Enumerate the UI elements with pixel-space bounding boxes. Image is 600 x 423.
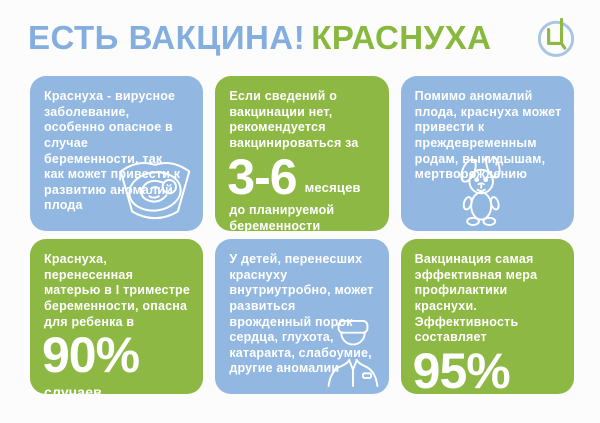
card-congenital-defects: У детей, перенесших краснуху внутриутроб…	[215, 239, 389, 394]
card-vaccine-effectiveness: Вакцинация самая эффективная мера профил…	[400, 239, 574, 394]
card-first-trimester-risk: Краснуха, перенесенная матерью в I триме…	[30, 239, 204, 394]
card-text: Краснуха - вирусное заболевание, особенн…	[44, 89, 181, 213]
card-text: Вакцинация самая эффективная мера профил…	[414, 252, 538, 345]
big-number: 3-6	[227, 148, 297, 205]
card-text: У детей, перенесших краснуху внутриутроб…	[229, 252, 374, 376]
title-disease-text: КРАСНУХА	[311, 18, 492, 56]
card-text-after: до планируемой беременности	[229, 203, 335, 231]
big-number-row: 95%	[412, 342, 562, 394]
card-text: Если сведений о вакцинации нет, рекоменд…	[229, 89, 359, 150]
big-number: 90%	[42, 327, 140, 384]
header: ЕСТЬ ВАКЦИНА! КРАСНУХА	[28, 0, 580, 74]
card-pregnancy-risks: Помимо аномалий плода, краснуха может пр…	[400, 76, 574, 231]
bunny-toy-icon	[454, 156, 512, 227]
big-number-suffix: месяцев	[304, 180, 361, 195]
big-number-row: 3-6 месяцев	[227, 148, 376, 205]
card-text-after: случаев	[44, 383, 102, 394]
big-number: 95%	[412, 342, 511, 394]
org-logo-icon	[532, 13, 580, 61]
page-title: ЕСТЬ ВАКЦИНА! КРАСНУХА	[28, 21, 492, 54]
card-vaccination-timing: Если сведений о вакцинации нет, рекоменд…	[215, 76, 389, 231]
card-text: Помимо аномалий плода, краснуха может пр…	[414, 89, 562, 182]
card-rubella-definition: Краснуха - вирусное заболевание, особенн…	[30, 76, 204, 231]
big-number-row: 90%	[42, 327, 191, 384]
doctor-icon	[325, 319, 381, 388]
card-text: Краснуха, перенесенная матерью в I триме…	[44, 252, 191, 329]
cards-grid: Краснуха - вирусное заболевание, особенн…	[30, 76, 574, 394]
ultrasound-fetus-icon	[115, 156, 195, 225]
title-vaccine-text: ЕСТЬ ВАКЦИНА!	[28, 18, 306, 56]
